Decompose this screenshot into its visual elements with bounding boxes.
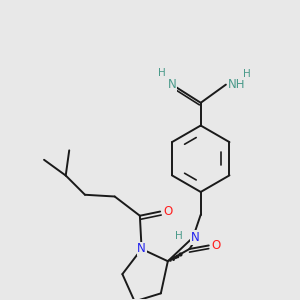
Text: NH: NH bbox=[228, 78, 245, 91]
Text: H: H bbox=[176, 231, 183, 242]
Text: H: H bbox=[243, 69, 251, 79]
Text: N: N bbox=[137, 242, 146, 256]
Text: N: N bbox=[168, 78, 176, 91]
Text: N: N bbox=[190, 231, 199, 244]
Text: O: O bbox=[212, 239, 221, 252]
Text: O: O bbox=[163, 205, 172, 218]
Text: H: H bbox=[158, 68, 165, 78]
